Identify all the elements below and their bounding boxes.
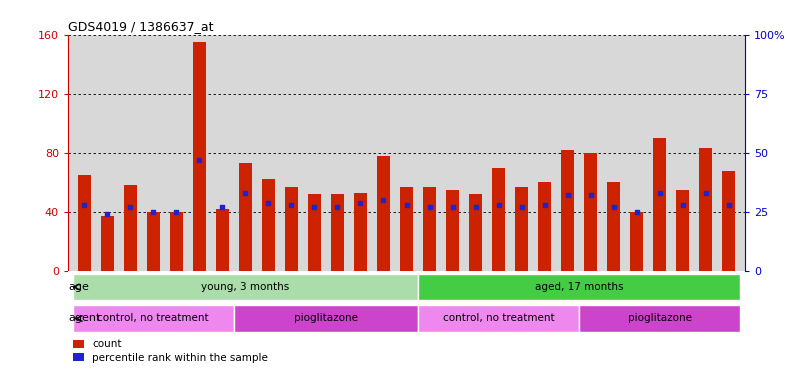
Point [562,192,574,199]
Point [170,209,183,215]
Bar [585,153,597,271]
Bar [607,182,620,271]
Point [331,204,344,210]
Bar [723,170,735,271]
Point [654,190,666,196]
Point [676,202,689,208]
Point [515,204,528,210]
Point [423,204,436,210]
Point [101,211,114,217]
Point [469,204,482,210]
Point [285,202,298,208]
Text: control, no treatment: control, no treatment [98,313,209,323]
Point [239,190,252,196]
Bar [170,212,183,271]
Bar [124,185,137,271]
Bar [418,305,579,332]
Bar [423,187,436,271]
Bar [73,305,234,332]
Bar [515,187,528,271]
Point [538,202,551,208]
Point [723,202,735,208]
Point [584,192,597,199]
Point [377,197,390,203]
Bar [418,274,740,300]
Point [492,202,505,208]
Text: pioglitazone: pioglitazone [294,313,358,323]
Point [216,204,229,210]
Bar [699,149,712,271]
Point [147,209,159,215]
Point [308,204,321,210]
Bar [654,138,666,271]
Bar [630,212,643,271]
Bar [562,150,574,271]
Bar [73,274,418,300]
Bar [354,193,367,271]
Text: control, no treatment: control, no treatment [443,313,554,323]
Point [699,190,712,196]
Bar [78,175,91,271]
Point [124,204,137,210]
Point [262,199,275,205]
Bar [400,187,413,271]
Point [78,202,91,208]
Bar [262,179,275,271]
Text: age: age [69,282,90,292]
Point [400,202,413,208]
Text: young, 3 months: young, 3 months [201,282,289,292]
Bar [538,182,551,271]
Bar [676,190,689,271]
Text: GDS4019 / 1386637_at: GDS4019 / 1386637_at [68,20,214,33]
Bar [239,163,252,271]
Bar [234,305,418,332]
Bar [377,156,390,271]
Bar [579,305,740,332]
Point [630,209,643,215]
Bar [308,194,320,271]
Text: aged, 17 months: aged, 17 months [535,282,623,292]
Bar [216,209,228,271]
Bar [147,212,159,271]
Point [607,204,620,210]
Bar [285,187,298,271]
Bar [331,194,344,271]
Point [193,157,206,163]
Bar [493,168,505,271]
Bar [446,190,459,271]
Bar [469,194,482,271]
Text: pioglitazone: pioglitazone [628,313,692,323]
Point [354,199,367,205]
Bar [193,42,206,271]
Bar [101,217,114,271]
Point [446,204,459,210]
Legend: count, percentile rank within the sample: count, percentile rank within the sample [74,339,268,362]
Text: agent: agent [69,313,101,323]
